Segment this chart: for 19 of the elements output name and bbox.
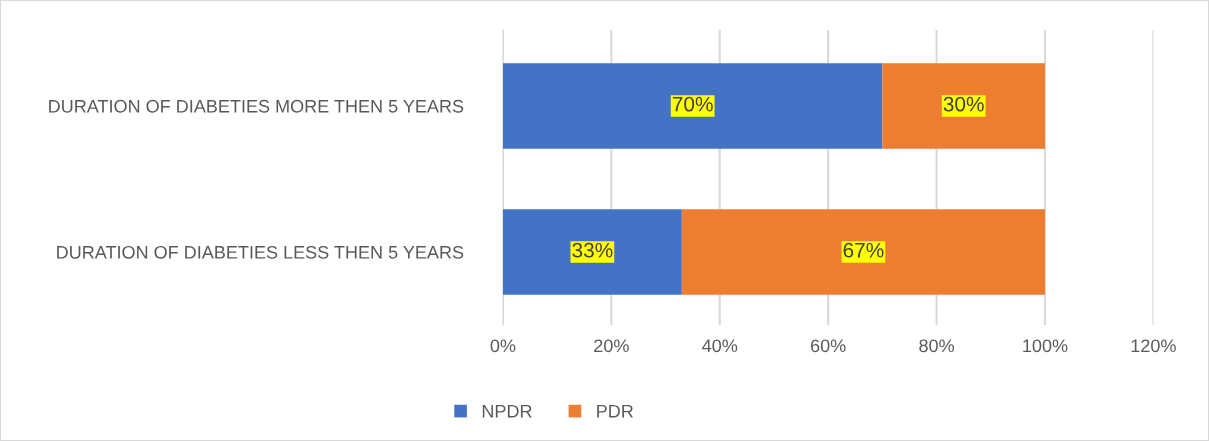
x-tick-label: 20% [594,339,629,353]
bar [502,209,682,295]
x-tick-label: 60% [811,339,846,353]
bar [882,63,1045,149]
bar [681,209,1045,295]
y-tick-label: DURATION OF DIABETIES MORE THEN 5 YEARS [49,99,464,113]
data-label: 70% [672,96,713,112]
x-tick-label: 100% [1023,339,1068,353]
x-tick-label: 0% [490,339,516,353]
data-label: 33% [572,242,613,258]
y-tick-label: DURATION OF DIABETIES LESS THEN 5 YEARS [57,245,464,259]
data-label: 30% [943,96,984,112]
bar [502,63,883,149]
data-label: 67% [843,242,884,258]
x-tick-label: 80% [919,339,954,353]
legend-label: PDR [597,404,633,418]
x-tick-label: 120% [1131,339,1176,353]
legend-label: NPDR [482,404,532,418]
x-tick-label: 40% [702,339,738,353]
